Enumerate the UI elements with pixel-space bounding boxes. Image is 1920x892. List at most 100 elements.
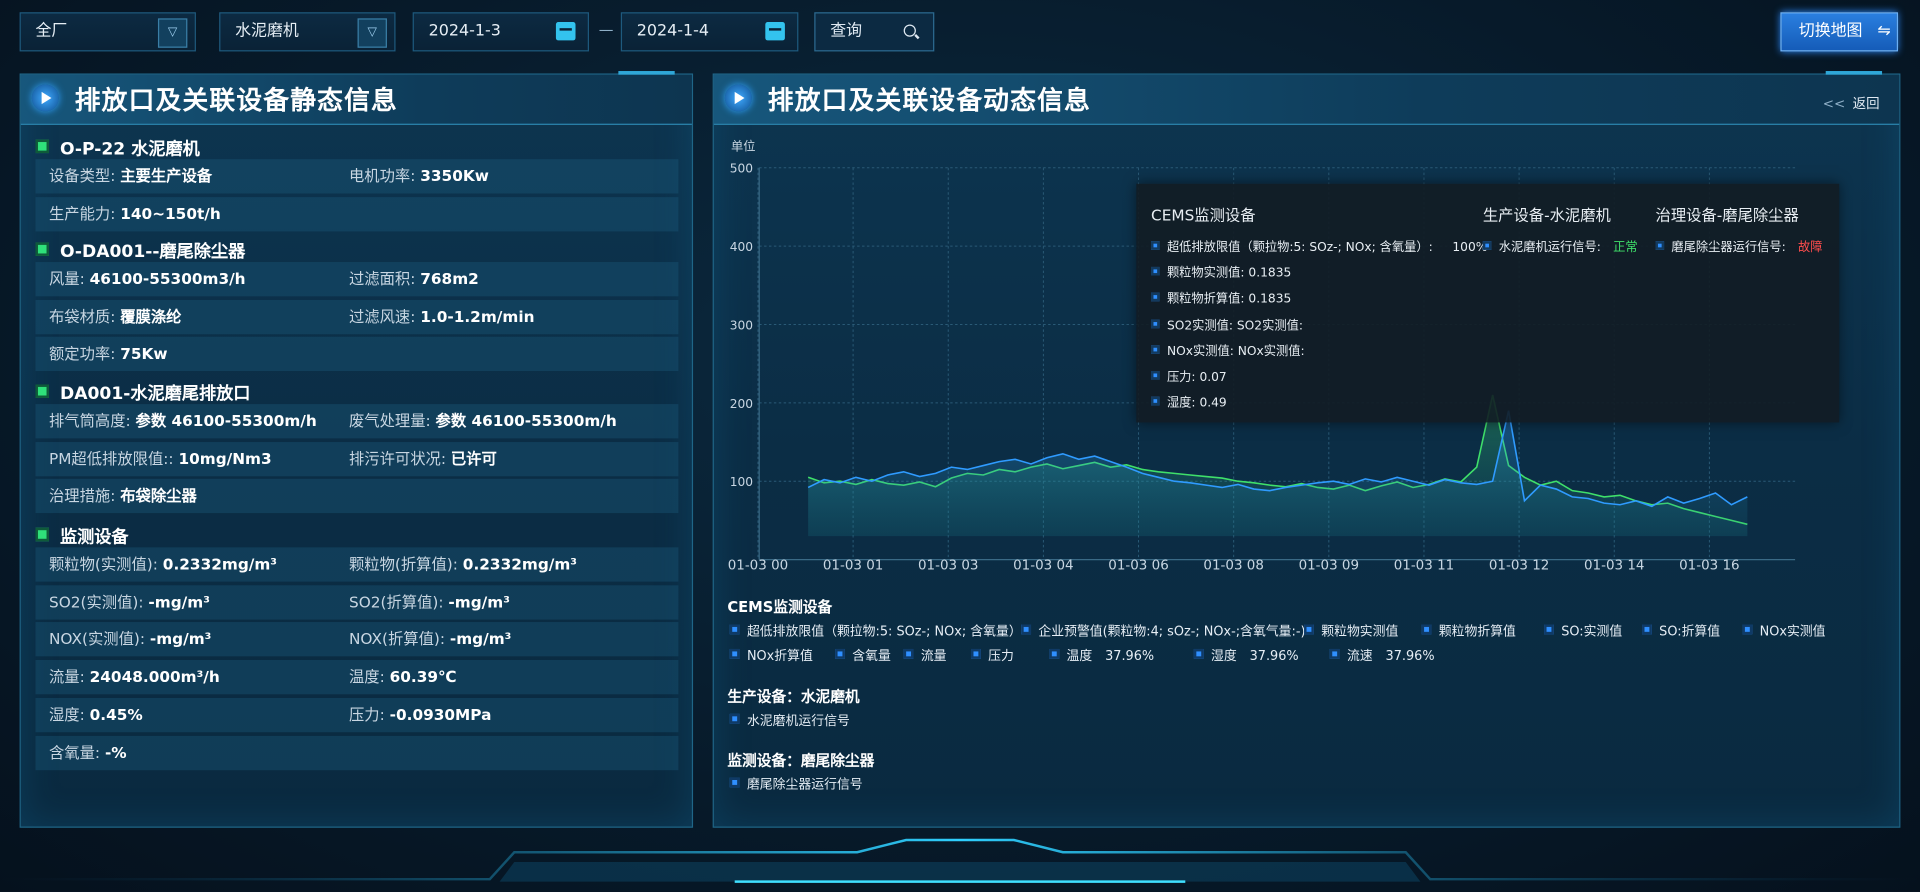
field-value: 60.39℃ xyxy=(389,667,457,686)
x-tick-label: 01-03 04 xyxy=(1013,558,1074,573)
equipment-select[interactable]: 水泥磨机 ▽ xyxy=(219,12,396,52)
tooltip-item-value: 100% xyxy=(1452,241,1488,255)
field-label: 湿度: xyxy=(48,705,85,724)
legend-item[interactable]: 颗粒物折算值 xyxy=(1421,622,1516,640)
chevron-down-icon[interactable]: ▽ xyxy=(157,18,188,48)
info-row: 风量: 46100-55300m3/h 过滤面积: 768m2 xyxy=(35,262,679,297)
legend-item[interactable]: SO:实测值 xyxy=(1544,622,1622,640)
field-value: -mg/m³ xyxy=(148,592,210,611)
legend-marker-icon xyxy=(1021,624,1032,635)
field-label: NOX(实测值): xyxy=(48,629,146,649)
back-button[interactable]: << 返回 xyxy=(1823,93,1880,113)
legend-item-label: SO:实测值 xyxy=(1561,624,1623,640)
end-date-value: 2024-1-4 xyxy=(636,22,709,41)
chevron-down-icon[interactable]: ▽ xyxy=(357,18,387,48)
legend-item[interactable]: SO:折算值 xyxy=(1642,622,1720,640)
legend-marker-icon xyxy=(729,777,740,788)
section-title: O-DA001--磨尾除尘器 xyxy=(35,239,246,263)
tooltip-item-label: 水泥磨机运行信号: xyxy=(1498,241,1601,255)
field-label: 温度: xyxy=(348,667,385,686)
plant-select-value: 全厂 xyxy=(35,22,68,41)
legend-item[interactable]: 超低排放限值（颗拉物:5: SOz-; NOx; 含氧量） xyxy=(729,622,1022,640)
legend-item[interactable]: NOx实测值 xyxy=(1742,622,1826,640)
section-title: DA001-水泥磨尾排放口 xyxy=(35,381,251,405)
field-label: SO2(实测值): xyxy=(48,592,144,611)
info-field: 过滤风速: 1.0-1.2m/min xyxy=(349,300,534,334)
y-tick-label: 300 xyxy=(730,318,753,332)
field-label: 风量: xyxy=(48,269,85,288)
plant-select[interactable]: 全厂 ▽ xyxy=(19,12,196,52)
legend-item[interactable]: 水泥磨机运行信号 xyxy=(729,711,850,729)
tooltip-group-title: CEMS监测设备 xyxy=(1151,205,1256,225)
x-tick-label: 01-03 09 xyxy=(1299,558,1360,573)
start-date-input[interactable]: 2024-1-3 xyxy=(412,12,589,52)
panel-title: 排放口及关联设备动态信息 xyxy=(767,85,1092,116)
info-field: 湿度: 0.45% xyxy=(49,698,143,732)
field-label: 额定功率: xyxy=(48,344,116,363)
x-tick-label: 01-03 06 xyxy=(1108,558,1169,573)
query-label: 查询 xyxy=(830,22,863,41)
legend-item[interactable]: 含氧量 xyxy=(835,647,891,665)
legend-marker-icon xyxy=(1151,241,1160,250)
tooltip-group-title: 生产设备-水泥磨机 xyxy=(1482,205,1611,225)
panel-header: 排放口及关联设备静态信息 xyxy=(20,74,692,125)
info-field: 生产能力: 140~150t/h xyxy=(49,197,221,231)
info-field: 额定功率: 75Kw xyxy=(49,337,168,371)
info-field: 过滤面积: 768m2 xyxy=(349,262,479,296)
legend-item[interactable]: 颗粒物实测值 xyxy=(1304,622,1398,640)
switch-map-button[interactable]: 切换地图 ⇋ xyxy=(1780,12,1898,52)
legend-marker-icon xyxy=(1421,624,1432,635)
legend-item[interactable]: 湿度 37.96% xyxy=(1193,647,1299,665)
info-row: 含氧量: -% xyxy=(35,735,679,770)
tooltip-item: 压力: 0.07 xyxy=(1151,366,1246,384)
field-value: 0.2332mg/m³ xyxy=(462,554,578,574)
info-field: NOX(实测值): -mg/m³ xyxy=(49,623,211,657)
y-axis-label: 单位 xyxy=(731,139,755,154)
section-title-text: O-P-22 水泥磨机 xyxy=(60,139,200,160)
info-row: 湿度: 0.45% 压力: -0.0930MPa xyxy=(35,697,679,732)
legend-marker-icon xyxy=(1151,345,1160,354)
legend-marker-icon xyxy=(971,648,981,659)
end-date-input[interactable]: 2024-1-4 xyxy=(620,12,799,52)
info-field: PM超低排放限值:: 10mg/Nm3 xyxy=(49,442,272,476)
legend-item[interactable]: 温度 37.96% xyxy=(1049,647,1154,665)
field-label: SO2(折算值): xyxy=(348,592,444,611)
back-label: 返回 xyxy=(1852,95,1880,112)
legend-item[interactable]: 磨尾除尘器运行信号 xyxy=(729,775,863,793)
info-field: 含氧量: -% xyxy=(49,735,127,769)
swap-icon: ⇋ xyxy=(1877,22,1891,41)
legend-group-title: 监测设备：磨尾除尘器 xyxy=(727,751,875,769)
query-button[interactable]: 查询 xyxy=(814,12,935,52)
tooltip-item-label: 颗粒物折算值: 0.1835 xyxy=(1166,293,1292,307)
field-value: 1.0-1.2m/min xyxy=(420,306,535,326)
start-date-value: 2024-1-3 xyxy=(428,22,501,41)
calendar-icon[interactable] xyxy=(765,22,785,41)
info-field: 排气筒高度: 参数 46100-55300m/h xyxy=(49,404,317,438)
legend-marker-icon xyxy=(1482,241,1492,250)
legend-item[interactable]: 压力 xyxy=(971,647,1014,665)
legend-marker-icon xyxy=(1742,624,1753,635)
field-value: 参数 46100-55300m/h xyxy=(435,411,617,430)
field-value: 24048.000m³/h xyxy=(89,667,220,686)
field-value: 已许可 xyxy=(450,449,497,468)
field-value: -% xyxy=(104,742,127,762)
field-label: 排污许可状况: xyxy=(348,449,446,468)
legend-item[interactable]: NOx折算值 xyxy=(729,647,813,665)
legend-item[interactable]: 流量 xyxy=(903,647,947,665)
section-title-text: 监测设备 xyxy=(60,527,129,548)
x-tick-label: 01-03 00 xyxy=(728,558,789,573)
info-field: 风量: 46100-55300m3/h xyxy=(49,262,246,296)
tooltip-item: 超低排放限值（颗拉物:5: SOz-; NOx; 含氧量）: 100% xyxy=(1151,236,1488,255)
legend-item-label: 流速 37.96% xyxy=(1346,648,1435,664)
legend-item[interactable]: 流速 37.96% xyxy=(1329,647,1435,665)
tooltip-item-label: SO2实测值: SO2实测值: xyxy=(1166,319,1303,333)
calendar-icon[interactable] xyxy=(555,22,576,41)
legend-marker-icon xyxy=(1544,624,1554,635)
legend-group-title: CEMS监测设备 xyxy=(727,598,833,616)
legend-marker-icon xyxy=(903,648,914,659)
panel-notch xyxy=(1825,71,1883,76)
green-square-icon xyxy=(35,384,49,398)
legend-item[interactable]: 企业预警值(颗粒物:4; sOz-; NOx-;含氧气量:-) xyxy=(1021,622,1306,640)
info-field: SO2(折算值): -mg/m³ xyxy=(349,585,510,619)
